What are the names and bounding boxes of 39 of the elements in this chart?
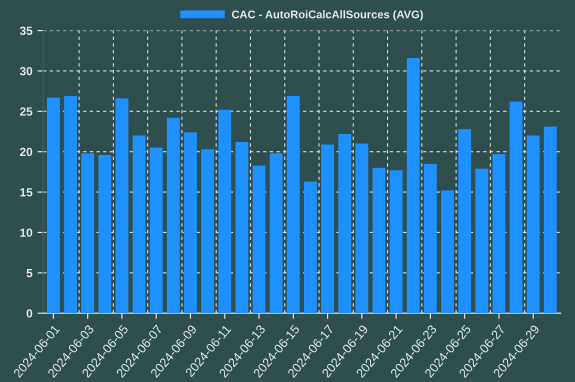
bar bbox=[252, 165, 266, 314]
bar bbox=[372, 168, 386, 314]
y-tick-label: 30 bbox=[20, 66, 32, 76]
bar bbox=[132, 136, 146, 314]
y-tick-label: 0 bbox=[26, 309, 32, 318]
bar bbox=[235, 142, 248, 314]
y-tick-label: 25 bbox=[20, 107, 32, 116]
bar bbox=[304, 182, 317, 314]
bar bbox=[526, 136, 540, 314]
bar bbox=[492, 154, 506, 314]
bar bbox=[116, 98, 128, 314]
y-tick-label: 35 bbox=[20, 26, 32, 35]
bar bbox=[218, 110, 232, 314]
bar bbox=[98, 154, 112, 314]
bar bbox=[270, 153, 283, 314]
bar bbox=[150, 148, 163, 314]
bar bbox=[184, 132, 197, 314]
legend-label: CAC - AutoRoiCalcAllSources (AVG) bbox=[232, 10, 423, 21]
bar bbox=[338, 134, 352, 314]
bar bbox=[441, 190, 454, 314]
y-tick-label: 5 bbox=[26, 269, 32, 278]
y-tick-label: 20 bbox=[20, 148, 32, 156]
bar bbox=[544, 126, 557, 314]
bar bbox=[475, 168, 488, 314]
bar bbox=[355, 144, 368, 314]
bar bbox=[286, 96, 300, 314]
bar bbox=[201, 149, 214, 314]
bar bbox=[424, 164, 437, 314]
bar bbox=[46, 98, 60, 314]
bar bbox=[510, 102, 522, 314]
y-tick-label: 15 bbox=[20, 188, 32, 196]
bar bbox=[458, 129, 472, 314]
y-tick-label: 10 bbox=[20, 228, 32, 237]
bar bbox=[64, 96, 77, 314]
bar bbox=[406, 58, 420, 314]
bar bbox=[81, 153, 94, 314]
bar bbox=[321, 144, 334, 314]
bar bbox=[166, 118, 180, 314]
bar bbox=[390, 170, 403, 314]
